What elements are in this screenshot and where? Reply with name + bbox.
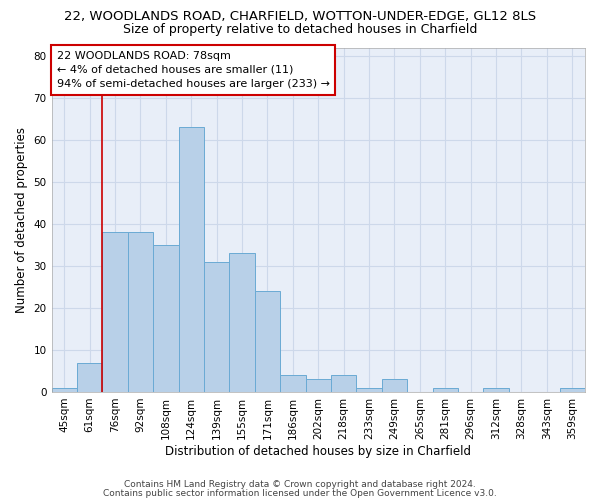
Bar	[305, 380, 331, 392]
Bar	[204, 262, 229, 392]
Bar	[356, 388, 382, 392]
Bar	[128, 232, 153, 392]
Y-axis label: Number of detached properties: Number of detached properties	[15, 126, 28, 312]
Bar	[433, 388, 458, 392]
Text: Size of property relative to detached houses in Charfield: Size of property relative to detached ho…	[123, 22, 477, 36]
Bar	[484, 388, 509, 392]
Bar	[229, 254, 255, 392]
Bar	[382, 380, 407, 392]
X-axis label: Distribution of detached houses by size in Charfield: Distribution of detached houses by size …	[165, 444, 471, 458]
Bar	[560, 388, 585, 392]
Bar	[255, 291, 280, 392]
Bar	[331, 375, 356, 392]
Bar	[52, 388, 77, 392]
Text: 22 WOODLANDS ROAD: 78sqm
← 4% of detached houses are smaller (11)
94% of semi-de: 22 WOODLANDS ROAD: 78sqm ← 4% of detache…	[57, 51, 330, 89]
Bar	[280, 375, 305, 392]
Text: 22, WOODLANDS ROAD, CHARFIELD, WOTTON-UNDER-EDGE, GL12 8LS: 22, WOODLANDS ROAD, CHARFIELD, WOTTON-UN…	[64, 10, 536, 23]
Text: Contains HM Land Registry data © Crown copyright and database right 2024.: Contains HM Land Registry data © Crown c…	[124, 480, 476, 489]
Bar	[77, 362, 103, 392]
Bar	[153, 245, 179, 392]
Bar	[179, 128, 204, 392]
Bar	[103, 232, 128, 392]
Text: Contains public sector information licensed under the Open Government Licence v3: Contains public sector information licen…	[103, 488, 497, 498]
